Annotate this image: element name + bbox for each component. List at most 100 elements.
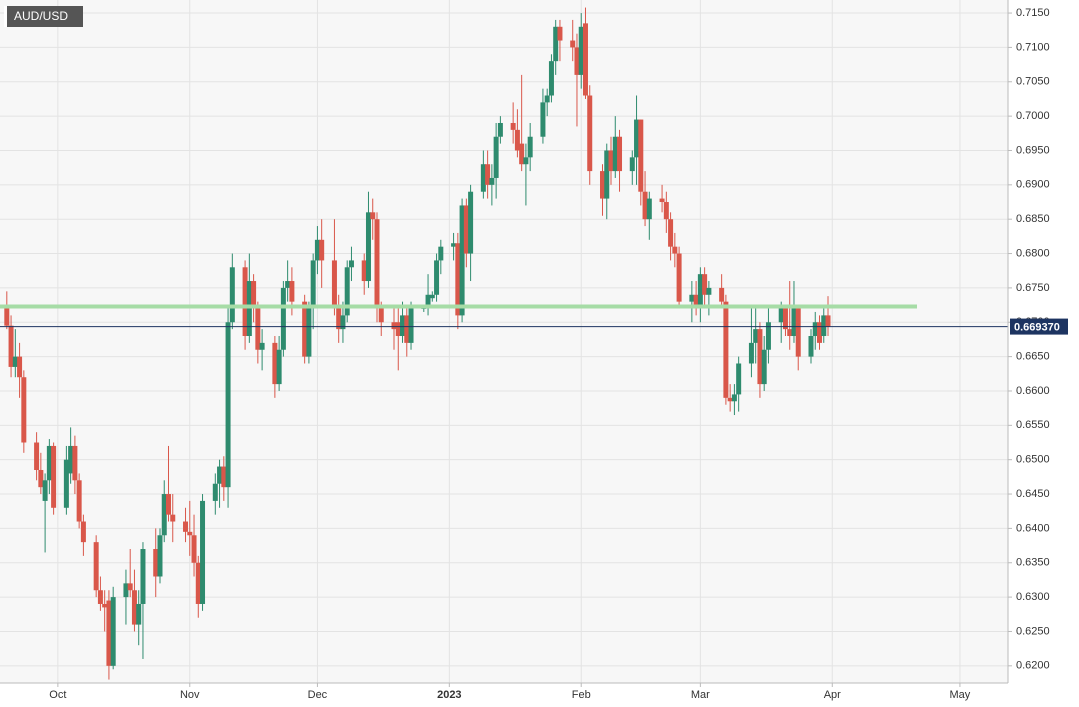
candle-body (12, 356, 18, 367)
candle-body (229, 267, 235, 323)
candle-body (80, 521, 86, 543)
candle-body (251, 281, 257, 309)
candle-body (340, 315, 346, 330)
candle-body (68, 445, 74, 474)
candle-body (136, 603, 142, 625)
candle-body (485, 164, 491, 185)
candle-body (544, 95, 550, 103)
candle-body (131, 590, 137, 625)
candle-body (463, 205, 469, 254)
candle-body (693, 294, 699, 306)
candle-body (451, 243, 457, 247)
x-tick-label: May (950, 689, 971, 701)
candle-body (63, 459, 69, 508)
overlays (0, 304, 1008, 328)
y-tick-label: 0.7100 (1016, 41, 1050, 53)
current-price-label: 0.669370 (1014, 321, 1060, 333)
candle-body (659, 198, 665, 203)
candle-body (548, 61, 554, 96)
candle-body (795, 308, 801, 357)
y-tick-label: 0.6600 (1016, 385, 1050, 397)
candle-body (523, 157, 529, 165)
y-tick-label: 0.6850 (1016, 213, 1050, 225)
candle-body (34, 442, 40, 470)
candle-body (540, 102, 546, 137)
candle-body (187, 531, 193, 536)
candle-body (285, 281, 291, 288)
candle-body (242, 267, 248, 337)
candle-body (570, 40, 576, 48)
x-tick-label: 2023 (437, 689, 461, 701)
candle-body (429, 294, 435, 299)
x-tick-label: Nov (180, 689, 200, 701)
candle-body (706, 287, 712, 295)
y-tick-label: 0.6650 (1016, 351, 1050, 363)
y-tick-label: 0.6350 (1016, 557, 1050, 569)
candle-body (489, 177, 495, 185)
candle-body (165, 494, 171, 515)
candle-body (617, 136, 623, 172)
candle-body (638, 119, 644, 192)
candle-body (634, 119, 640, 158)
candle-body (578, 26, 584, 75)
candle-body (280, 287, 286, 350)
candle-body (183, 521, 189, 532)
candle-body (246, 281, 252, 337)
candle-body (195, 562, 201, 604)
candle-body (736, 363, 742, 395)
candle-body (719, 287, 725, 302)
candle-body (157, 535, 163, 577)
x-tick-label: Mar (691, 689, 710, 701)
candle-body (140, 549, 146, 604)
candle-body (672, 246, 678, 254)
y-tick-label: 0.6950 (1016, 144, 1050, 156)
candle-body (438, 246, 444, 261)
candle-body (468, 191, 474, 254)
candle-body (582, 23, 588, 96)
candle-body (319, 239, 325, 261)
candle-body (51, 445, 57, 508)
candle-body (8, 325, 14, 367)
y-tick-label: 0.7050 (1016, 76, 1050, 88)
candle-body (302, 301, 308, 357)
candle-body (748, 342, 754, 364)
candle-body (225, 322, 231, 488)
candle-body (217, 466, 223, 484)
candles (4, 7, 831, 680)
candle-body (110, 597, 116, 666)
candle-body (276, 349, 282, 385)
candle-body (153, 549, 159, 577)
candle-body (731, 394, 737, 402)
candle-body (574, 47, 580, 75)
candle-body (612, 136, 618, 172)
candle-body (527, 136, 533, 158)
candle-body (761, 349, 767, 385)
candle-body (702, 274, 708, 295)
x-tick-label: Oct (49, 689, 66, 701)
candle-body (642, 191, 648, 220)
candle-body (727, 397, 733, 402)
candle-body (510, 122, 516, 130)
symbol-badge (4, 6, 83, 27)
candle-body (689, 294, 695, 302)
chart-title: AUD/USD (14, 9, 68, 23)
candle-body (212, 483, 218, 501)
candle-body (374, 219, 380, 309)
candle-body (557, 26, 563, 41)
y-tick-label: 0.6250 (1016, 625, 1050, 637)
candle-body (459, 205, 465, 316)
candle-body (825, 315, 831, 327)
candle-body (600, 171, 606, 199)
candle-body (272, 342, 278, 385)
candle-body (38, 469, 44, 488)
candle-body (434, 260, 440, 295)
candle-body (587, 95, 593, 172)
candle-body (331, 260, 337, 309)
candle-body (821, 315, 827, 337)
symbol-badge-edge (4, 6, 7, 27)
candle-body (395, 322, 401, 337)
candle-body (646, 198, 652, 220)
candle-body (480, 164, 486, 192)
x-tick-label: Dec (308, 689, 328, 701)
candle-body (72, 445, 78, 481)
